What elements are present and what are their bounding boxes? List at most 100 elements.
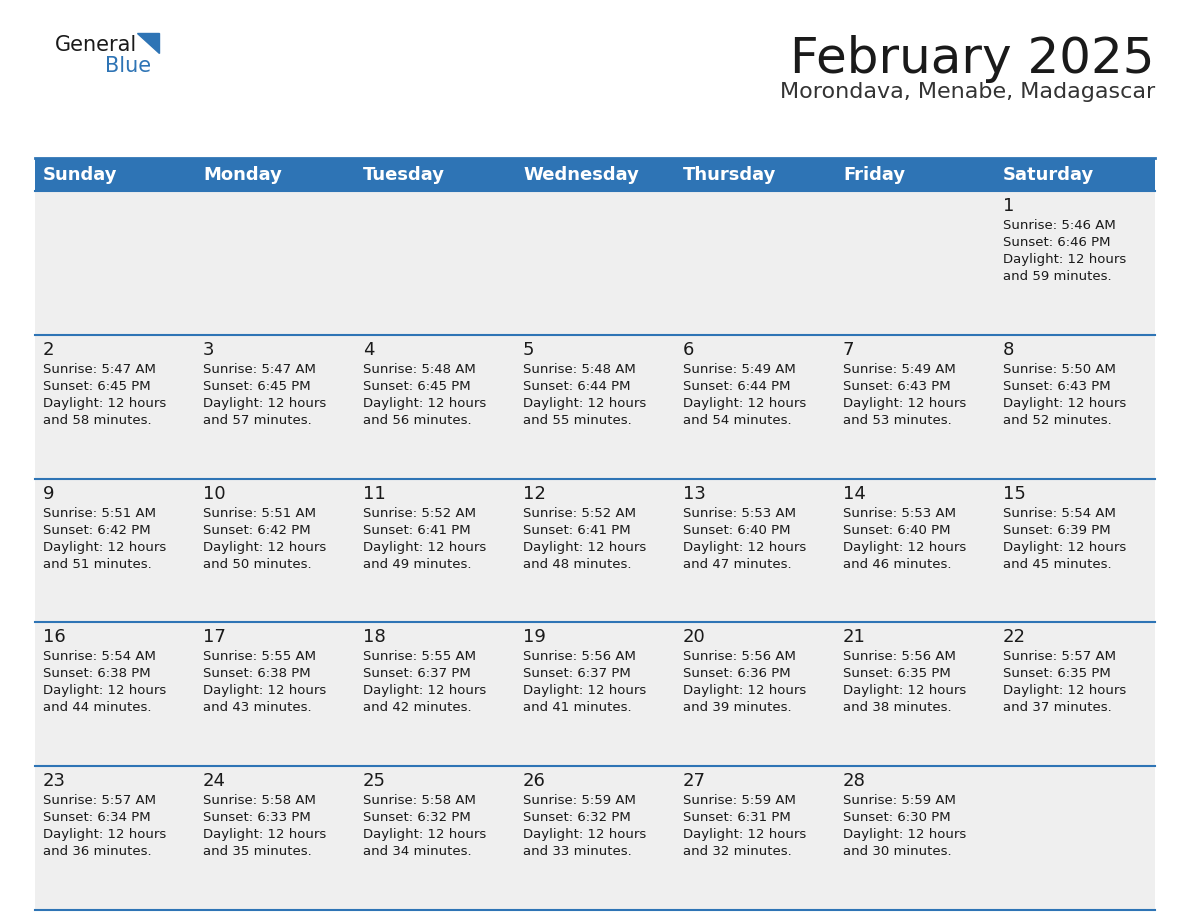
Text: Sunrise: 5:47 AM: Sunrise: 5:47 AM [203,363,316,375]
Text: and 36 minutes.: and 36 minutes. [43,845,152,858]
Text: 19: 19 [523,629,545,646]
Text: Daylight: 12 hours: Daylight: 12 hours [843,397,966,409]
Text: Sunrise: 5:51 AM: Sunrise: 5:51 AM [203,507,316,520]
Text: Sunrise: 5:52 AM: Sunrise: 5:52 AM [523,507,636,520]
Text: 24: 24 [203,772,226,790]
Bar [675,191,835,335]
Text: and 59 minutes.: and 59 minutes. [1003,270,1112,283]
Text: and 50 minutes.: and 50 minutes. [203,557,311,571]
Bar [516,767,675,910]
Bar [996,622,1155,767]
Text: Sunrise: 5:56 AM: Sunrise: 5:56 AM [523,650,636,664]
Text: Daylight: 12 hours: Daylight: 12 hours [683,828,807,841]
Bar [34,478,195,622]
Bar [835,622,996,767]
Text: Friday: Friday [843,165,905,184]
Text: Daylight: 12 hours: Daylight: 12 hours [364,685,486,698]
Text: Sunrise: 5:50 AM: Sunrise: 5:50 AM [1003,363,1116,375]
Text: Thursday: Thursday [683,165,777,184]
Bar [675,767,835,910]
Text: Sunset: 6:40 PM: Sunset: 6:40 PM [683,523,790,537]
Text: Daylight: 12 hours: Daylight: 12 hours [364,541,486,554]
Text: Sunrise: 5:49 AM: Sunrise: 5:49 AM [843,363,956,375]
Text: and 37 minutes.: and 37 minutes. [1003,701,1112,714]
Text: Daylight: 12 hours: Daylight: 12 hours [523,685,646,698]
Bar [675,335,835,478]
Bar [516,335,675,478]
Text: Sunset: 6:43 PM: Sunset: 6:43 PM [843,380,950,393]
Bar [996,191,1155,335]
Text: 17: 17 [203,629,226,646]
Bar [835,478,996,622]
Text: and 54 minutes.: and 54 minutes. [683,414,791,427]
Text: General: General [55,35,138,55]
Text: and 55 minutes.: and 55 minutes. [523,414,632,427]
Text: 3: 3 [203,341,215,359]
Text: 7: 7 [843,341,854,359]
Bar [34,191,195,335]
Text: Wednesday: Wednesday [523,165,639,184]
Text: Sunrise: 5:46 AM: Sunrise: 5:46 AM [1003,219,1116,232]
Text: 23: 23 [43,772,67,790]
Bar [34,335,195,478]
Text: and 42 minutes.: and 42 minutes. [364,701,472,714]
Text: Sunset: 6:41 PM: Sunset: 6:41 PM [364,523,470,537]
Text: Daylight: 12 hours: Daylight: 12 hours [1003,397,1126,409]
Text: and 48 minutes.: and 48 minutes. [523,557,632,571]
Text: Daylight: 12 hours: Daylight: 12 hours [843,685,966,698]
Bar [835,191,996,335]
Text: Sunrise: 5:58 AM: Sunrise: 5:58 AM [364,794,476,807]
Text: and 43 minutes.: and 43 minutes. [203,701,311,714]
Text: Tuesday: Tuesday [364,165,446,184]
Bar [516,191,675,335]
Text: Blue: Blue [105,56,151,76]
Text: 10: 10 [203,485,226,502]
Text: Sunrise: 5:55 AM: Sunrise: 5:55 AM [364,650,476,664]
Text: Daylight: 12 hours: Daylight: 12 hours [683,397,807,409]
Text: February 2025: February 2025 [790,35,1155,83]
Text: 14: 14 [843,485,866,502]
Text: Sunrise: 5:55 AM: Sunrise: 5:55 AM [203,650,316,664]
Text: Sunset: 6:36 PM: Sunset: 6:36 PM [683,667,791,680]
Text: Sunset: 6:44 PM: Sunset: 6:44 PM [523,380,631,393]
Text: Sunrise: 5:47 AM: Sunrise: 5:47 AM [43,363,156,375]
Text: and 52 minutes.: and 52 minutes. [1003,414,1112,427]
Bar [195,622,355,767]
Text: Sunset: 6:39 PM: Sunset: 6:39 PM [1003,523,1111,537]
Text: Sunset: 6:34 PM: Sunset: 6:34 PM [43,812,151,824]
Text: 25: 25 [364,772,386,790]
Bar [355,478,516,622]
Text: Daylight: 12 hours: Daylight: 12 hours [43,397,166,409]
Bar [835,335,996,478]
Text: Sunset: 6:33 PM: Sunset: 6:33 PM [203,812,311,824]
Text: 16: 16 [43,629,65,646]
Text: Sunset: 6:45 PM: Sunset: 6:45 PM [203,380,310,393]
Text: Sunset: 6:46 PM: Sunset: 6:46 PM [1003,236,1111,249]
Text: Sunset: 6:30 PM: Sunset: 6:30 PM [843,812,950,824]
Text: Sunrise: 5:48 AM: Sunrise: 5:48 AM [364,363,475,375]
Text: Sunset: 6:37 PM: Sunset: 6:37 PM [364,667,470,680]
Bar [516,622,675,767]
Text: Sunrise: 5:51 AM: Sunrise: 5:51 AM [43,507,156,520]
Text: Sunrise: 5:52 AM: Sunrise: 5:52 AM [364,507,476,520]
Text: Sunrise: 5:48 AM: Sunrise: 5:48 AM [523,363,636,375]
Bar [675,478,835,622]
Text: 9: 9 [43,485,55,502]
Text: Sunset: 6:31 PM: Sunset: 6:31 PM [683,812,791,824]
Text: Sunrise: 5:54 AM: Sunrise: 5:54 AM [43,650,156,664]
Bar [195,335,355,478]
Bar [34,622,195,767]
Text: Daylight: 12 hours: Daylight: 12 hours [523,397,646,409]
Text: Sunset: 6:32 PM: Sunset: 6:32 PM [523,812,631,824]
Text: Morondava, Menabe, Madagascar: Morondava, Menabe, Madagascar [779,82,1155,102]
Text: Daylight: 12 hours: Daylight: 12 hours [523,541,646,554]
Text: Sunset: 6:45 PM: Sunset: 6:45 PM [364,380,470,393]
Text: Sunrise: 5:56 AM: Sunrise: 5:56 AM [843,650,956,664]
Text: 26: 26 [523,772,545,790]
Text: Daylight: 12 hours: Daylight: 12 hours [43,828,166,841]
Text: and 33 minutes.: and 33 minutes. [523,845,632,858]
Bar [355,622,516,767]
Text: and 58 minutes.: and 58 minutes. [43,414,152,427]
Text: 2: 2 [43,341,55,359]
Text: Sunset: 6:32 PM: Sunset: 6:32 PM [364,812,470,824]
